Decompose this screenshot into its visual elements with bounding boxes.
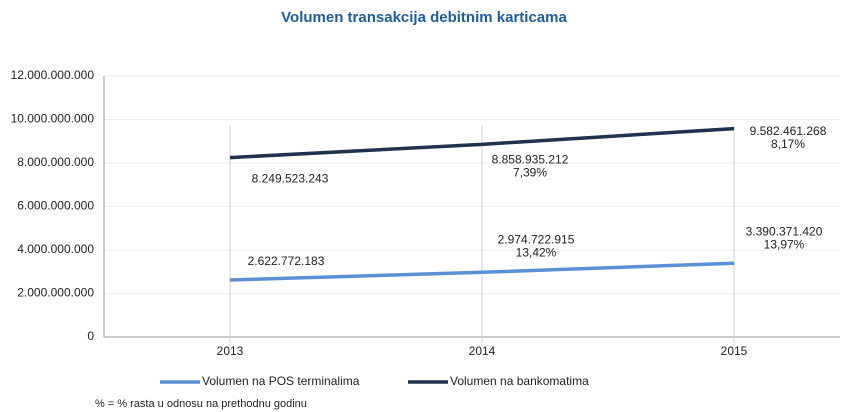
growth-label: 7,39%: [513, 165, 547, 179]
y-tick-label: 6.000.000.000: [17, 199, 94, 213]
legend-label: Volumen na POS terminalima: [202, 374, 360, 388]
legend-label: Volumen na bankomatima: [450, 374, 589, 388]
y-tick-label: 12.000.000.000: [11, 68, 95, 82]
growth-label: 13,97%: [764, 237, 805, 251]
x-tick-label: 2015: [721, 344, 748, 358]
y-tick-label: 4.000.000.000: [17, 242, 94, 256]
y-tick-label: 10.000.000.000: [11, 112, 95, 126]
growth-label: 8,17%: [771, 137, 805, 151]
y-tick-label: 2.000.000.000: [17, 286, 94, 300]
data-label: 2.974.722.915: [498, 232, 575, 246]
series-line: [229, 261, 735, 282]
data-label: 8.249.523.243: [252, 172, 329, 186]
growth-label: 13,42%: [516, 245, 557, 259]
y-tick-label: 0: [87, 329, 94, 343]
note: % = % rasta u odnosu na prethodnu godinu: [95, 398, 307, 410]
data-label: 3.390.371.420: [746, 224, 823, 238]
x-tick-label: 2013: [217, 344, 244, 358]
x-tick-label: 2014: [469, 344, 496, 358]
data-label: 8.858.935.212: [492, 152, 569, 166]
data-label: 2.622.772.183: [248, 254, 325, 268]
chart-title: Volumen transakcija debitnim karticama: [281, 9, 567, 26]
series-line: [229, 126, 735, 160]
y-tick-label: 8.000.000.000: [17, 155, 94, 169]
data-label: 9.582.461.268: [750, 124, 827, 138]
